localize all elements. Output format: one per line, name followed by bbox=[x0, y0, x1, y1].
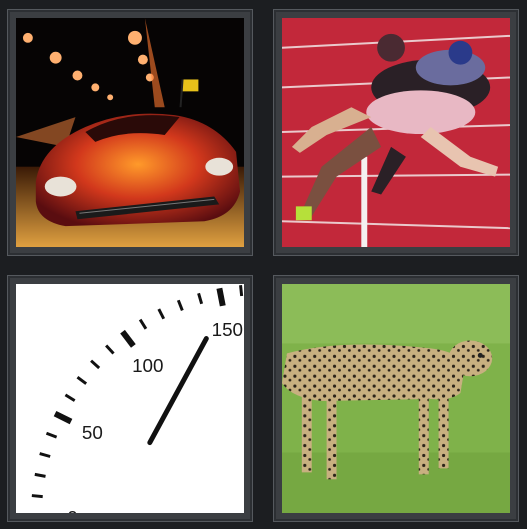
speedometer-major-tick bbox=[216, 287, 226, 307]
speedometer-label: 50 bbox=[82, 422, 103, 443]
speedometer-minor-tick bbox=[176, 299, 184, 311]
speedometer-minor-tick bbox=[39, 452, 51, 458]
speedometer-major-tick bbox=[120, 329, 136, 348]
speedometer-minor-tick bbox=[45, 431, 58, 439]
picture-tile-car[interactable] bbox=[7, 9, 253, 256]
speedometer-minor-tick bbox=[197, 292, 204, 305]
sprinters-image bbox=[282, 18, 510, 247]
picture-tile-sprinters[interactable] bbox=[273, 9, 519, 256]
picture-tile-speedometer[interactable]: 050100150200250300 bbox=[7, 275, 253, 522]
speedometer-minor-tick bbox=[90, 359, 101, 370]
speedometer-minor-tick bbox=[138, 318, 148, 330]
speedometer-label: 100 bbox=[132, 355, 163, 376]
picture-tile-cheetah[interactable] bbox=[273, 275, 519, 522]
car-image bbox=[16, 18, 244, 247]
speedometer-image: 050100150200250300 bbox=[16, 284, 244, 513]
speedometer-minor-tick bbox=[105, 344, 115, 355]
speedometer-minor-tick bbox=[76, 376, 88, 385]
speedometer-minor-tick bbox=[157, 308, 166, 320]
speedometer-minor-tick bbox=[31, 494, 43, 499]
speedometer-label: 150 bbox=[212, 319, 243, 340]
speedometer-minor-tick bbox=[239, 285, 244, 297]
speedometer-major-tick bbox=[53, 410, 73, 425]
speedometer-needle bbox=[147, 336, 209, 446]
speedometer-minor-tick bbox=[34, 472, 46, 478]
speedometer-label: 0 bbox=[67, 507, 77, 513]
speedometer-minor-tick bbox=[64, 393, 76, 402]
cheetah-image bbox=[282, 284, 510, 513]
